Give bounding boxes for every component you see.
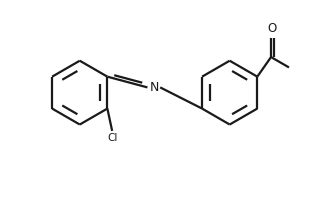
Text: N: N bbox=[150, 81, 160, 94]
Text: Cl: Cl bbox=[107, 133, 117, 144]
Text: O: O bbox=[268, 22, 277, 35]
